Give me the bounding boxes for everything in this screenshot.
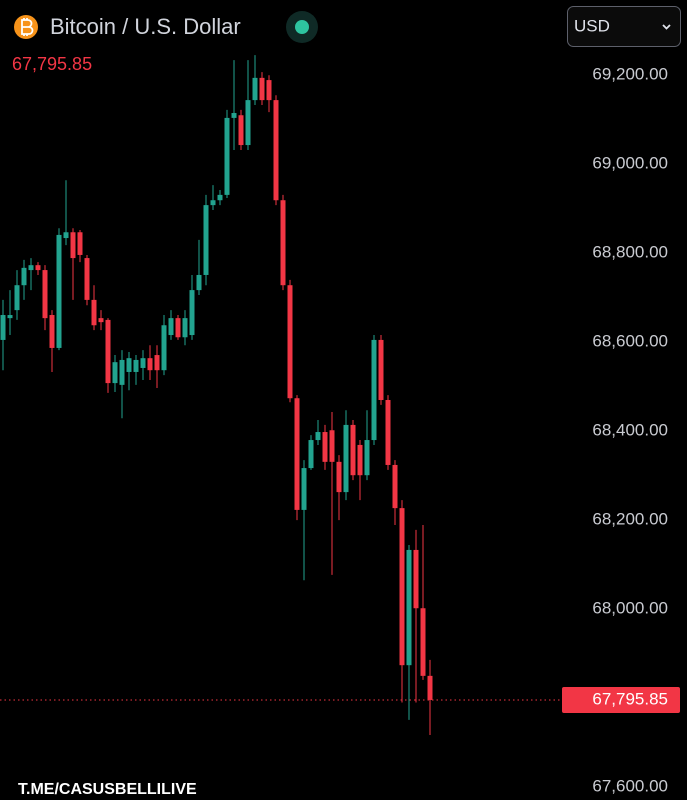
candle-body: [203, 205, 209, 275]
select-label[interactable]: USD: [574, 16, 610, 35]
candle-body: [77, 232, 83, 255]
candle-body: [245, 100, 251, 146]
candle-body: [322, 432, 328, 462]
candle-body: [399, 508, 405, 666]
candle-body: [98, 318, 104, 323]
candle-body: [210, 200, 216, 206]
candle-body: [315, 432, 321, 441]
candle-body: [231, 113, 237, 118]
candle-body: [413, 549, 419, 609]
candle-body: [273, 100, 279, 201]
y-tick-label: 68,400.00: [592, 421, 668, 440]
candle-body: [70, 232, 76, 259]
candle-body: [350, 424, 356, 476]
candle-body: [392, 464, 398, 509]
candle-body: [259, 77, 265, 101]
y-tick-label: 68,200.00: [592, 510, 668, 529]
y-tick-label: 68,600.00: [592, 332, 668, 351]
candle-body: [385, 400, 391, 465]
bitcoin-glyph: [21, 18, 34, 36]
y-tick-label: 67,600.00: [592, 777, 668, 796]
candle-body: [224, 117, 230, 195]
candle-body: [280, 200, 286, 286]
candle-body: [14, 285, 20, 311]
y-tick-label: 68,000.00: [592, 599, 668, 618]
candle-body: [91, 299, 97, 326]
candle-body: [343, 424, 349, 493]
select-box[interactable]: [567, 6, 681, 47]
y-tick-label: 69,000.00: [592, 154, 668, 173]
candle-body: [406, 549, 412, 666]
candle-body: [378, 339, 384, 400]
select-chevron: [662, 24, 671, 30]
candle-body: [336, 461, 342, 493]
y-tick-label: 68,800.00: [592, 243, 668, 262]
candle-body: [308, 440, 314, 469]
y-tick-label: 69,200.00: [592, 65, 668, 84]
chart-title: Bitcoin / U.S. Dollar: [50, 14, 241, 39]
candle-body: [252, 77, 258, 101]
candle-body: [56, 234, 62, 348]
candle-body: [154, 355, 160, 371]
candle-body: [329, 430, 335, 462]
candle-body: [168, 318, 174, 336]
candle-body: [112, 362, 118, 384]
candle-body: [84, 258, 90, 300]
candle-body: [287, 285, 293, 399]
price-badge-label: 67,795.85: [592, 689, 668, 708]
candle-body: [0, 315, 6, 340]
candle-body: [371, 339, 377, 441]
candle-body: [189, 290, 195, 336]
candle-body: [7, 315, 13, 319]
candle-body: [196, 274, 202, 291]
candle-body: [294, 398, 300, 510]
plot: 69,200.00 69,000.00 68,800.00 68,600.00 68,4…: [0, 55, 686, 796]
candle-body: [133, 359, 139, 372]
candle-body: [364, 440, 370, 476]
header: Bitcoin / U.S. Dollar 67,795.85: [12, 11, 318, 74]
candle-body: [147, 358, 153, 371]
price-badge: [562, 686, 680, 713]
header-price: 67,795.85: [12, 54, 92, 74]
candle-body: [105, 319, 111, 384]
candle-body: [266, 80, 272, 101]
candle-body: [175, 318, 181, 338]
candle-body: [49, 315, 55, 348]
candle-body: [35, 265, 41, 271]
candle-body: [301, 468, 307, 510]
candle-body: [21, 267, 27, 286]
candle-body: [42, 270, 48, 319]
candle-body: [126, 358, 132, 372]
candle-body: [217, 194, 223, 201]
currency-select[interactable]: USD: [567, 6, 681, 47]
candle-body: [420, 608, 426, 676]
candle-body: [357, 444, 363, 476]
candle-body: [28, 265, 34, 271]
candle-body: [238, 115, 244, 146]
candle-body: [140, 358, 146, 368]
candle-body: [161, 325, 167, 371]
status-dot: [295, 20, 309, 34]
candle-body: [119, 359, 125, 385]
candle-body: [63, 232, 69, 239]
candle-body: [182, 318, 188, 338]
watermark: T.ME/CASUSBELLILIVE: [18, 781, 197, 798]
candle-body: [427, 675, 433, 700]
